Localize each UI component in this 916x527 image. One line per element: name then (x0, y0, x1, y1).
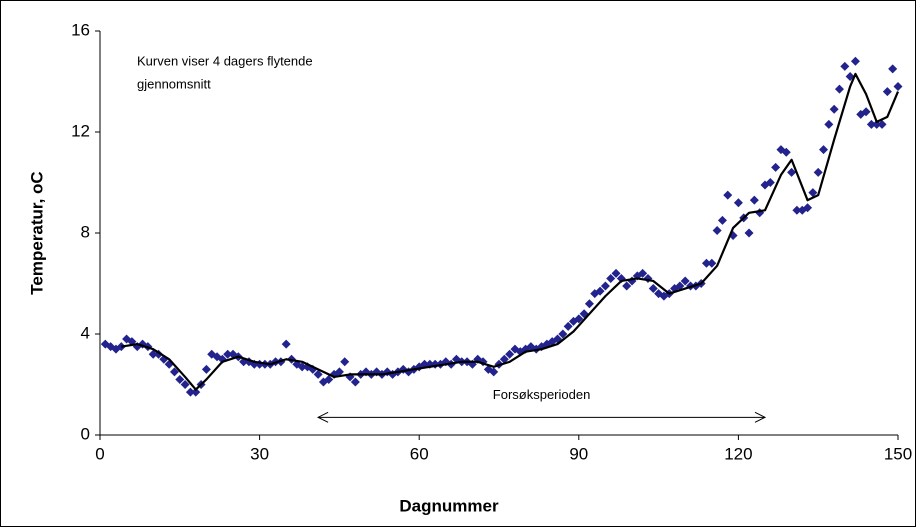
data-point (808, 188, 818, 198)
data-point (489, 367, 499, 377)
data-point (313, 369, 323, 379)
data-point (191, 387, 201, 397)
data-point (829, 104, 839, 114)
data-point (819, 145, 829, 155)
x-tick-label: 120 (724, 444, 752, 463)
data-point (180, 380, 190, 389)
data-point (558, 329, 568, 339)
data-point (648, 284, 658, 294)
x-tick-label: 30 (250, 444, 269, 463)
data-point (201, 364, 211, 374)
data-point (840, 61, 850, 71)
period-label: Forsøksperioden (493, 387, 591, 402)
arrow-head (317, 411, 329, 423)
data-point (563, 321, 573, 331)
data-point (850, 56, 860, 66)
data-point (611, 268, 621, 278)
data-point (712, 225, 722, 235)
annotation: gjennomsnitt (137, 76, 211, 91)
y-tick-label: 0 (81, 424, 90, 443)
data-point (574, 314, 584, 324)
data-point (717, 215, 727, 225)
data-point (787, 167, 797, 177)
data-point (707, 258, 717, 268)
data-point (792, 205, 802, 215)
x-tick-label: 90 (569, 444, 588, 463)
data-point (866, 119, 876, 129)
data-point (638, 268, 648, 278)
data-point (888, 64, 898, 74)
data-point (813, 167, 823, 177)
data-point (350, 377, 360, 387)
data-point (861, 107, 871, 117)
data-point (122, 334, 132, 344)
data-point (223, 349, 233, 359)
data-point (744, 228, 754, 238)
data-point (505, 349, 515, 359)
data-point (701, 258, 711, 268)
arrow-head (754, 411, 767, 423)
data-point (169, 367, 179, 377)
data-point (148, 349, 158, 359)
y-tick-label: 4 (81, 323, 90, 342)
data-point (606, 273, 616, 283)
x-tick-label: 60 (410, 444, 429, 463)
y-tick-label: 16 (71, 20, 90, 39)
data-point (893, 82, 903, 92)
data-point (781, 147, 791, 157)
data-point (834, 84, 844, 94)
y-tick-label: 12 (71, 121, 90, 140)
data-point (281, 339, 291, 349)
x-axis-label: Dagnummer (399, 496, 499, 515)
data-point (882, 87, 892, 97)
data-point (297, 362, 307, 372)
x-tick-label: 0 (95, 444, 104, 463)
data-point (877, 119, 887, 129)
moving-average-line (121, 72, 900, 391)
data-point (749, 195, 759, 205)
data-point (771, 162, 781, 172)
y-tick-label: 8 (81, 222, 90, 241)
data-point (803, 203, 813, 213)
data-point (175, 374, 185, 384)
y-axis-label: Temperatur, oC (27, 171, 46, 294)
data-point (765, 178, 775, 187)
data-point (680, 276, 690, 286)
data-point (723, 190, 733, 200)
data-point (334, 367, 344, 377)
annotation: Kurven viser 4 dagers flytende (137, 53, 313, 68)
data-point (733, 198, 743, 208)
data-point (675, 281, 685, 291)
data-point (185, 387, 195, 397)
data-point (872, 119, 882, 129)
data-point (499, 354, 509, 364)
data-point (584, 299, 594, 309)
data-point (622, 281, 632, 291)
x-tick-label: 150 (884, 444, 912, 463)
data-point (340, 357, 350, 367)
data-point (324, 374, 334, 384)
data-point (600, 281, 610, 291)
data-point (595, 286, 605, 296)
data-point (824, 119, 834, 129)
